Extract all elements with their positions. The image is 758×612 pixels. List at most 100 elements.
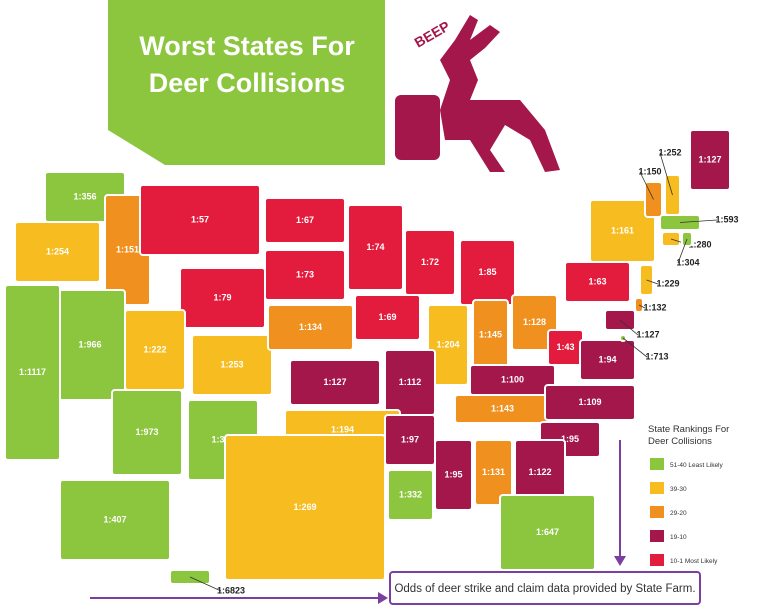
state-label: 1:204 bbox=[436, 339, 459, 349]
state bbox=[474, 439, 513, 506]
state-label: 1:85 bbox=[478, 267, 496, 277]
state-label: 1:95 bbox=[444, 469, 462, 479]
state bbox=[59, 479, 171, 561]
state bbox=[267, 304, 354, 351]
state bbox=[511, 294, 558, 351]
state-label: 1:966 bbox=[78, 339, 101, 349]
legend-swatch bbox=[650, 458, 664, 470]
state-label: 1:332 bbox=[399, 489, 422, 499]
state-label: 1:127 bbox=[636, 329, 659, 339]
legend-label: 29-20 bbox=[670, 510, 687, 517]
title-line: Deer Collisions bbox=[149, 68, 346, 98]
badge: BEEP bbox=[412, 18, 453, 51]
state bbox=[404, 229, 456, 296]
state-label: 1:253 bbox=[220, 359, 243, 369]
arrow-head bbox=[378, 592, 388, 604]
footnote: Odds of deer strike and claim data provi… bbox=[394, 583, 695, 595]
legend-title: Deer Collisions bbox=[648, 436, 712, 447]
state-label: 1:97 bbox=[401, 434, 419, 444]
state-label: 1:151 bbox=[116, 244, 139, 254]
leader-line bbox=[638, 304, 646, 309]
state-label: 1:131 bbox=[482, 467, 505, 477]
state-label: 1:109 bbox=[578, 397, 601, 407]
state-label: 1:222 bbox=[143, 344, 166, 354]
state bbox=[224, 434, 386, 581]
state bbox=[427, 304, 469, 386]
state-label: 1:145 bbox=[479, 329, 502, 339]
state-label: 1:132 bbox=[643, 302, 666, 312]
leader-line bbox=[679, 219, 718, 223]
state-label: 1:150 bbox=[638, 166, 661, 176]
state-label: 1:69 bbox=[378, 312, 396, 322]
state bbox=[689, 129, 731, 191]
legend-label: 10-1 Most Likely bbox=[670, 558, 718, 565]
state bbox=[264, 249, 346, 301]
state-label: 1:112 bbox=[399, 377, 422, 387]
legend-label: 19-10 bbox=[670, 534, 687, 541]
state-label: 1:194 bbox=[331, 424, 354, 434]
state-label: 1:79 bbox=[213, 292, 231, 302]
state bbox=[387, 469, 434, 521]
reindeer-icon bbox=[395, 15, 560, 172]
legend-title: State Rankings For bbox=[648, 424, 729, 435]
leader-line bbox=[639, 171, 654, 200]
state-label: 1:254 bbox=[46, 246, 69, 256]
state-label: 1:94 bbox=[598, 354, 616, 364]
leader-line bbox=[619, 319, 639, 336]
legend-swatch bbox=[650, 530, 664, 542]
legend-label: 39-30 bbox=[670, 486, 687, 493]
footnote-box bbox=[389, 571, 701, 605]
leader-line bbox=[659, 152, 673, 196]
state bbox=[264, 197, 346, 244]
state-label: 1:593 bbox=[715, 214, 738, 224]
leader-line bbox=[622, 337, 648, 358]
state-label: 1:95 bbox=[561, 434, 579, 444]
state-label: 1:229 bbox=[656, 278, 679, 288]
leader-line bbox=[189, 576, 222, 592]
state-label: 1:407 bbox=[103, 514, 126, 524]
state-label: 1:122 bbox=[528, 467, 551, 477]
state-label: 1:127 bbox=[698, 154, 721, 164]
state-label: 1:280 bbox=[688, 239, 711, 249]
state-label: 1:356 bbox=[73, 191, 96, 201]
state bbox=[347, 204, 404, 291]
state-label: 1:713 bbox=[645, 351, 668, 361]
state-label: 1:57 bbox=[191, 214, 209, 224]
state-label: 1:647 bbox=[536, 527, 559, 537]
state-label: 1:100 bbox=[501, 374, 524, 384]
state bbox=[434, 439, 473, 511]
arrow-head bbox=[614, 556, 626, 566]
state-label: 1:143 bbox=[491, 403, 514, 413]
state-label: 1:252 bbox=[658, 147, 681, 157]
state-label: 1:72 bbox=[421, 257, 439, 267]
state-label: 1:128 bbox=[523, 317, 546, 327]
state-label: 1:67 bbox=[296, 215, 314, 225]
states: 1:356 1:254 1:151 1:57 1:79 1:67 1:73 1:74 1:72 1… bbox=[4, 129, 739, 595]
state bbox=[111, 389, 183, 476]
state-label: 1:134 bbox=[299, 322, 322, 332]
leader-line bbox=[646, 279, 659, 285]
leader-line bbox=[677, 238, 688, 264]
state-label: 1:973 bbox=[135, 427, 158, 437]
state-label: 1:73 bbox=[296, 269, 314, 279]
legend-label: 51-40 Least Likely bbox=[670, 462, 724, 469]
state bbox=[14, 221, 101, 283]
state bbox=[289, 359, 381, 406]
state-label: 1:127 bbox=[323, 377, 346, 387]
state-label: 1:63 bbox=[588, 276, 606, 286]
title-banner bbox=[108, 0, 385, 165]
legend-swatch bbox=[650, 482, 664, 494]
state bbox=[499, 494, 596, 571]
state-label: 1:304 bbox=[676, 257, 699, 267]
state bbox=[354, 294, 421, 341]
title-line: Worst States For bbox=[139, 31, 355, 61]
state-label: 1:397 bbox=[211, 434, 234, 444]
legend-swatch bbox=[650, 506, 664, 518]
state bbox=[544, 384, 636, 421]
state-label: 1:74 bbox=[366, 242, 384, 252]
state bbox=[589, 199, 656, 263]
state-label: 1:269 bbox=[293, 502, 316, 512]
state-label: 1:161 bbox=[611, 225, 634, 235]
